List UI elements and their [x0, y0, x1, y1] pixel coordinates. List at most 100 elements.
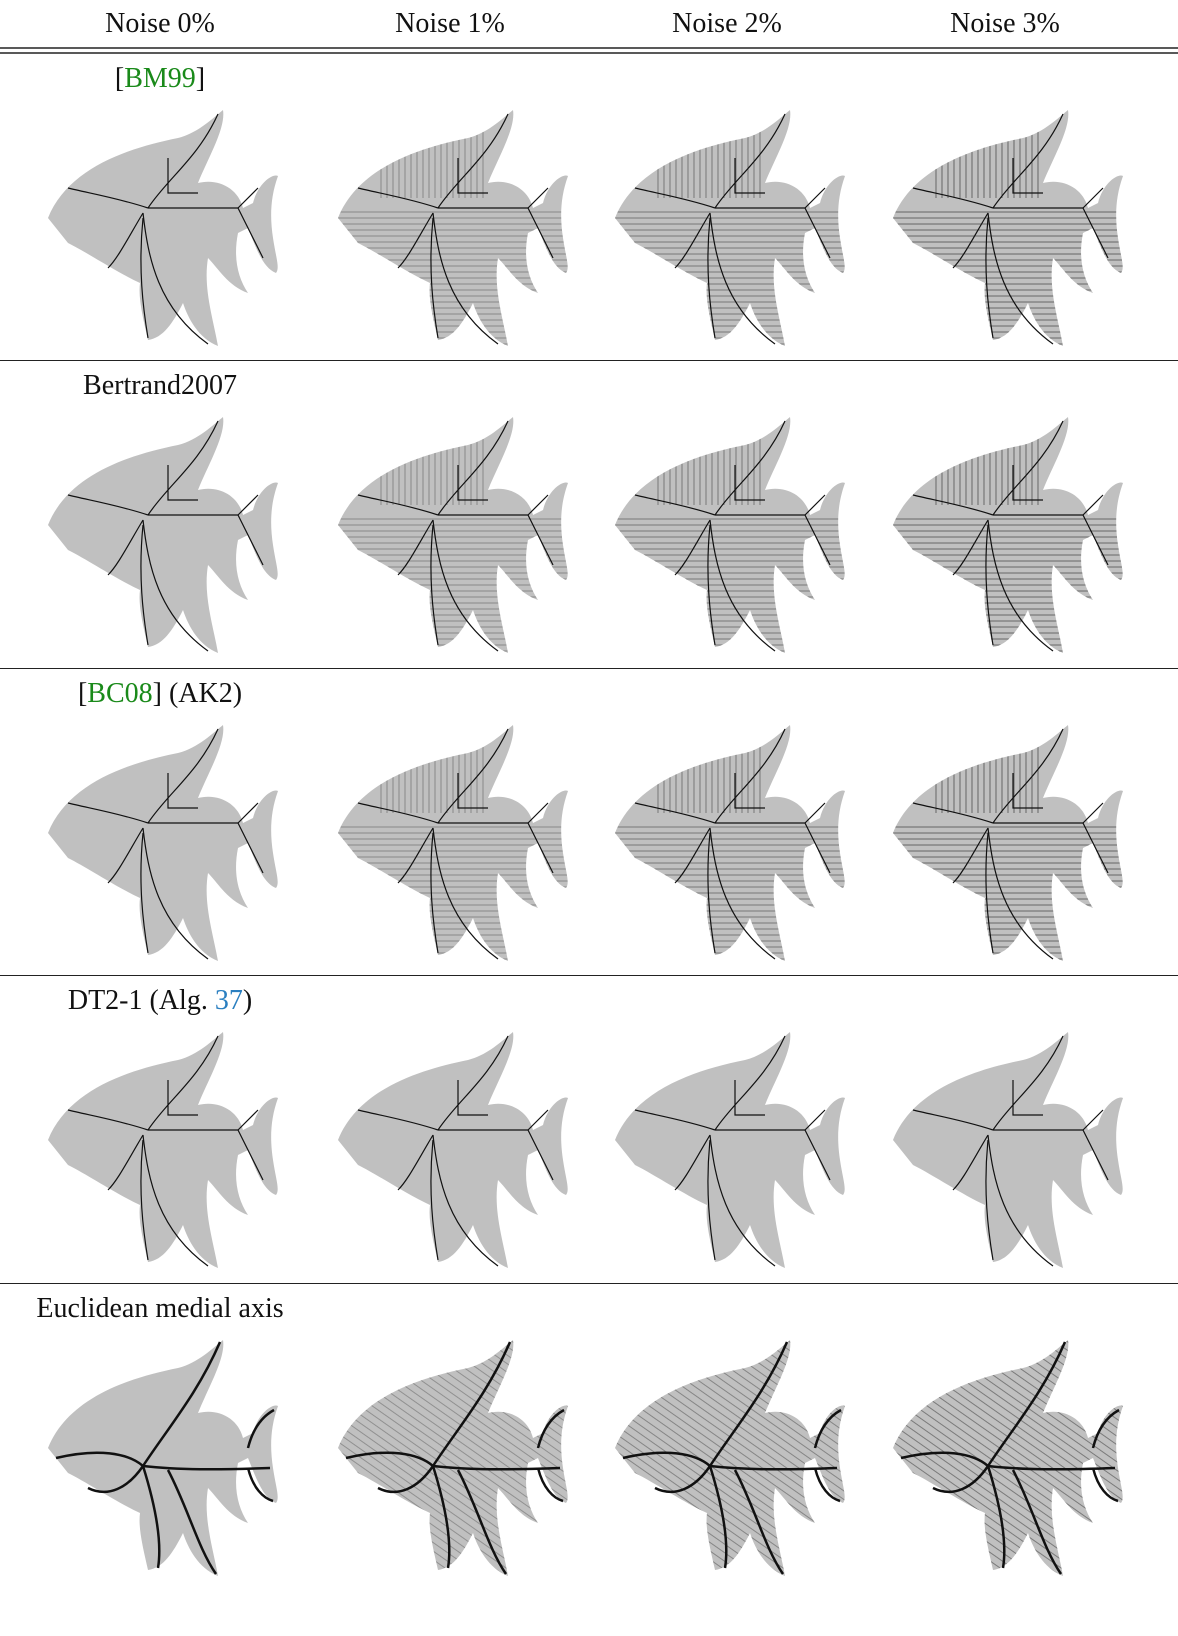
- skeleton-branch: [237, 1109, 264, 1181]
- skeleton: [634, 1035, 831, 1267]
- skeleton-branch: [67, 494, 149, 516]
- hatch-vertical: [655, 110, 765, 198]
- hatch-vertical: [933, 725, 1043, 813]
- skeleton-branch: [734, 158, 765, 194]
- skeleton: [357, 420, 554, 652]
- hatch-vertical: [378, 110, 488, 198]
- skeleton-branch: [147, 728, 219, 824]
- skeleton-branch: [167, 773, 198, 809]
- skeleton-branch: [952, 827, 989, 884]
- fish-image: [893, 1032, 1123, 1268]
- fish-image: [893, 110, 1123, 346]
- row-rule: [0, 360, 1178, 361]
- skeleton-branch: [707, 832, 716, 954]
- skeleton-branch: [437, 728, 509, 824]
- fish-image: [48, 725, 278, 961]
- skeleton-branch: [141, 1465, 161, 1569]
- skeleton-branch: [527, 802, 554, 874]
- skeleton: [67, 420, 264, 652]
- skeleton-branch: [357, 1109, 439, 1131]
- skeleton-branch: [734, 773, 765, 809]
- skeleton-branch: [985, 1139, 994, 1261]
- column-header: Noise 1%: [395, 8, 505, 39]
- skeleton-branch: [140, 217, 149, 339]
- label-part: ): [242, 985, 253, 1016]
- skeleton-branch: [813, 1408, 842, 1449]
- skeleton-branch: [912, 1109, 994, 1131]
- row-label: DT2-1 (Alg. 37): [0, 985, 320, 1017]
- skeleton-branch: [1012, 158, 1043, 194]
- skeleton-branch: [709, 1134, 776, 1267]
- skeleton-branch: [708, 1465, 728, 1569]
- skeleton-branch: [437, 1035, 509, 1131]
- skeleton-branch: [952, 212, 989, 269]
- skeleton-branch: [987, 212, 1054, 345]
- skeleton-branch: [1012, 1080, 1043, 1116]
- skeleton-branch: [140, 832, 149, 954]
- skeleton-branch: [430, 524, 439, 646]
- skeleton: [55, 1341, 275, 1575]
- skeleton: [357, 728, 554, 960]
- fish-image: [338, 725, 568, 961]
- skeleton-branch: [1082, 1109, 1109, 1181]
- hatch-horizontal: [893, 208, 1123, 346]
- skeleton-branch: [634, 494, 716, 516]
- skeleton-branch: [900, 1341, 1067, 1468]
- skeleton: [912, 113, 1109, 345]
- skeleton-branch: [674, 827, 711, 884]
- skeleton-branch: [734, 465, 765, 501]
- skeleton-branch: [345, 1341, 512, 1468]
- skeleton-branch: [457, 158, 488, 194]
- hatch-horizontal: [338, 515, 568, 653]
- fish-image: [893, 1340, 1123, 1576]
- skeleton-branch: [622, 1341, 789, 1468]
- skeleton-branch: [804, 802, 831, 874]
- skeleton-branch: [357, 187, 439, 209]
- hatch-diagonal: [338, 1340, 568, 1576]
- hatch-diagonal: [893, 1340, 1123, 1576]
- skeleton-branch: [397, 1134, 434, 1191]
- fish-image: [893, 725, 1123, 961]
- fish-image: [615, 417, 845, 653]
- skeleton-branch: [714, 113, 786, 209]
- skeleton: [345, 1341, 565, 1575]
- label-part: Euclidean medial axis: [36, 1293, 284, 1324]
- fish-shape: [48, 417, 278, 653]
- skeleton-branch: [437, 420, 509, 516]
- label-part: DT2-1 (Alg.: [67, 985, 215, 1016]
- skeleton-branch: [140, 524, 149, 646]
- skeleton-branch: [992, 420, 1064, 516]
- hatch-horizontal: [893, 823, 1123, 961]
- skeleton-branch: [107, 1134, 144, 1191]
- fish-image: [615, 725, 845, 961]
- skeleton-branch: [634, 187, 716, 209]
- skeleton-branch: [430, 1139, 439, 1261]
- skeleton-branch: [987, 1464, 1116, 1471]
- column-header: Noise 3%: [950, 8, 1060, 39]
- skeleton-branch: [707, 1139, 716, 1261]
- noise-hatching: [615, 725, 845, 961]
- skeleton-branch: [985, 524, 994, 646]
- skeleton-branch: [714, 728, 786, 824]
- skeleton: [67, 728, 264, 960]
- skeleton-branch: [430, 832, 439, 954]
- skeleton-branch: [912, 802, 994, 824]
- skeleton-branch: [430, 217, 439, 339]
- skeleton: [900, 1341, 1120, 1575]
- label-part: ]: [195, 63, 206, 94]
- skeleton-branch: [457, 465, 488, 501]
- hatch-diagonal: [615, 1340, 845, 1576]
- label-part: Bertrand2007: [83, 370, 237, 401]
- hatch-vertical: [933, 417, 1043, 505]
- skeleton-branch: [674, 1134, 711, 1191]
- noise-hatching: [893, 417, 1123, 653]
- hatch-vertical: [655, 725, 765, 813]
- noise-hatching: [615, 110, 845, 346]
- skeleton: [357, 113, 554, 345]
- skeleton-branch: [1082, 802, 1109, 874]
- skeleton-branch: [67, 802, 149, 824]
- skeleton-branch: [952, 1134, 989, 1191]
- skeleton: [67, 1035, 264, 1267]
- hatch-vertical: [378, 725, 488, 813]
